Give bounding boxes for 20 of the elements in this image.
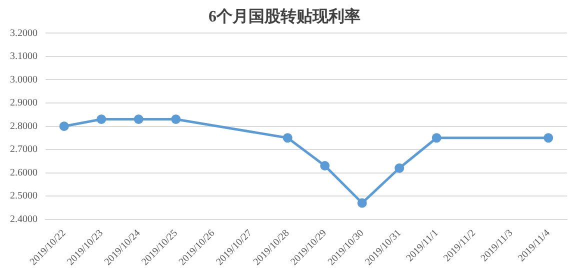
point bbox=[320, 161, 330, 171]
point bbox=[282, 133, 292, 143]
point bbox=[96, 114, 106, 124]
y-tick-label: 2.5000 bbox=[10, 190, 38, 202]
point bbox=[59, 122, 69, 131]
point bbox=[357, 198, 367, 208]
point bbox=[432, 133, 442, 143]
point bbox=[134, 114, 144, 124]
point bbox=[544, 133, 554, 143]
point bbox=[394, 163, 404, 173]
y-tick-label: 3.1000 bbox=[10, 51, 38, 62]
y-tick-label: 2.6000 bbox=[10, 167, 38, 178]
y-tick-label: 2.4000 bbox=[10, 214, 38, 225]
y-tick-label: 3.0000 bbox=[10, 74, 38, 86]
chart-title: 6个月国股转贴现利率 bbox=[208, 6, 360, 26]
y-tick-label: 2.7000 bbox=[10, 144, 38, 156]
point bbox=[171, 114, 181, 124]
y-tick-label: 2.9000 bbox=[10, 98, 38, 109]
y-tick-label: 3.2000 bbox=[10, 28, 38, 39]
y-tick-label: 2.8000 bbox=[10, 120, 38, 132]
